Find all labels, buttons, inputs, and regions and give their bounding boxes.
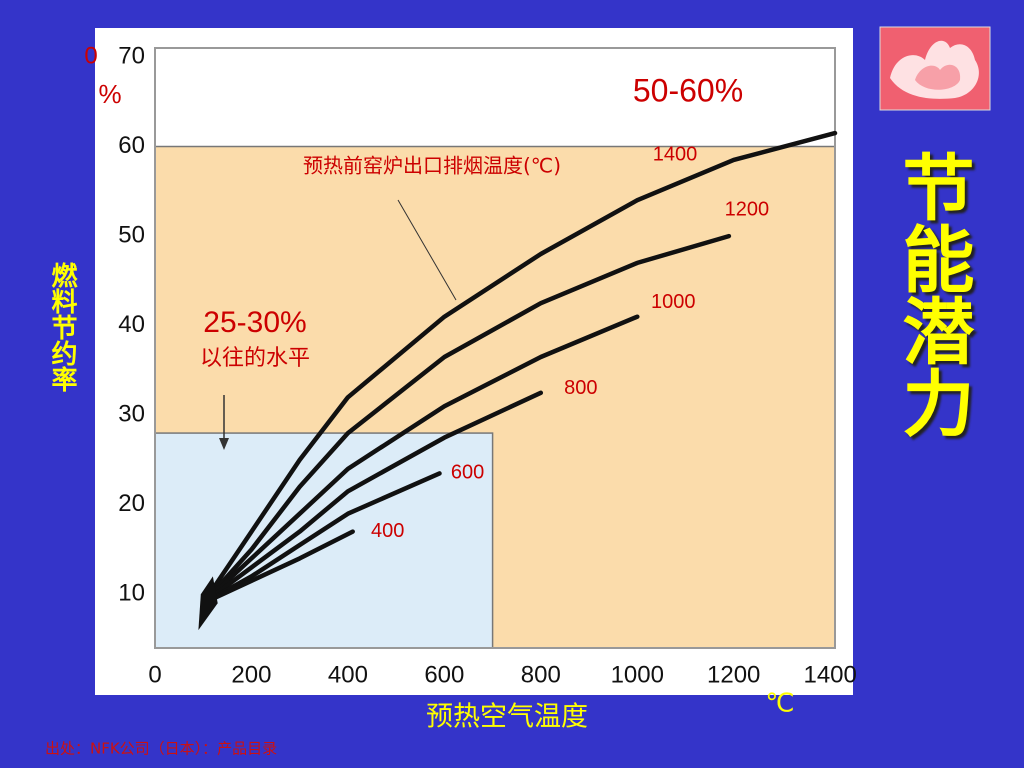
curves [198,130,838,631]
start-blob [198,576,218,631]
x-tick-label: 200 [231,661,271,688]
y-tick-label: 10 [118,580,145,607]
annotation: 50-60% [633,72,743,108]
arrow-head [219,438,229,450]
source: 出处：NFK公司（日本）：产品目录 [45,740,277,758]
series-label: 1000 [651,291,696,313]
curve [200,314,640,606]
annotation: 25-30% [203,306,306,339]
logo-flame-inner [915,64,961,90]
y-origin-label: 0 [84,42,97,69]
y-tick-label: 70 [118,42,145,69]
curve [200,529,355,606]
x-tick-label: 1000 [611,661,664,688]
y-unit: % [98,79,121,109]
series-label: 800 [564,377,597,399]
y-tick-label: 50 [118,221,145,248]
x-unit: ℃ [765,689,794,719]
series-label: 1400 [653,143,698,165]
series-label: 1200 [725,198,770,220]
y-tick-label: 40 [118,311,145,338]
curve [200,233,732,606]
x-tick-label: 800 [521,661,561,688]
y-tick-label: 60 [118,132,145,159]
annotation: 预热前窑炉出口排烟温度(℃) [303,154,561,178]
pointer-line [397,199,457,301]
x-tick-label: 1400 [803,661,856,688]
x-tick-label: 1200 [707,661,760,688]
series-label: 600 [451,462,484,484]
x-tick-label: 600 [424,661,464,688]
y-tick-label: 30 [118,401,145,428]
y-axis-title: 燃料节约率 [47,262,77,392]
annotation: 以往的水平 [200,346,310,371]
x-axis-title: 预热空气温度 [426,702,588,733]
plot-frame [154,47,836,649]
slide-title: 节能潜力 [890,150,974,438]
y-tick-label: 20 [118,490,145,517]
x-tick-label: 0 [148,661,161,688]
x-tick-label: 400 [328,661,368,688]
curve [200,130,838,606]
curve [200,390,544,606]
curve [200,471,442,606]
series-label: 400 [371,520,404,542]
